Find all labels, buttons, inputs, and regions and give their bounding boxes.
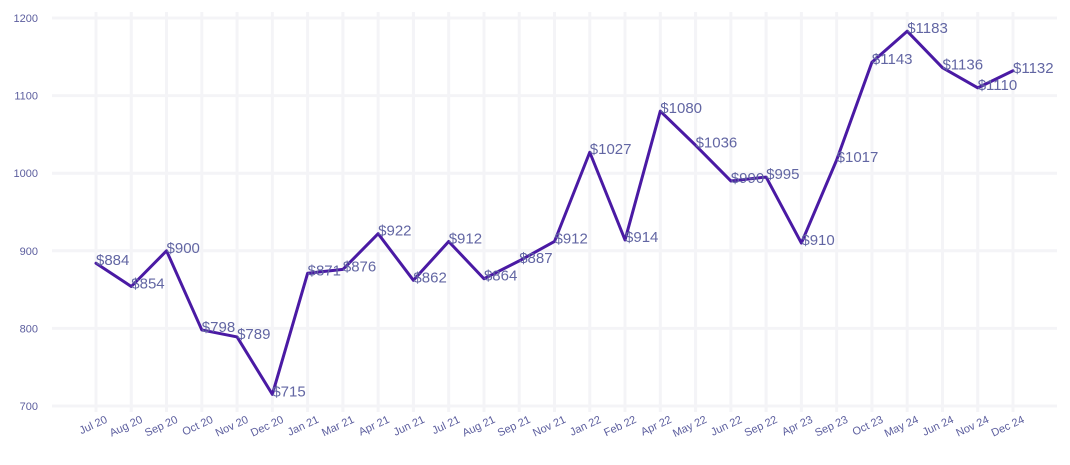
data-label: $798 [202, 319, 235, 336]
data-label: $1132 [1013, 60, 1054, 77]
x-tick-label: May 22 [671, 414, 709, 440]
data-label: $912 [449, 230, 482, 247]
x-tick-label: Nov 20 [214, 414, 251, 440]
data-label: $1136 [942, 57, 983, 74]
data-label: $1027 [590, 141, 632, 158]
x-tick-label: Apr 21 [357, 414, 391, 439]
x-tick-label: Sep 22 [743, 414, 780, 440]
y-axis: 700 800 900 1000 1100 1200 [14, 13, 38, 413]
x-tick-label: Sep 21 [496, 414, 533, 440]
x-tick-label: Dec 20 [249, 414, 286, 440]
data-label: $990 [731, 170, 764, 187]
horizontal-gridlines [52, 16, 1057, 408]
data-label: $1017 [837, 149, 879, 166]
x-tick-label: Jan 21 [286, 414, 321, 439]
x-tick-label: Sep 20 [143, 414, 180, 440]
x-tick-label: Jul 20 [78, 414, 110, 437]
y-tick-label: 900 [20, 246, 38, 258]
x-tick-label: Apr 23 [780, 414, 814, 439]
data-label: $1143 [872, 51, 913, 68]
x-tick-label: Aug 21 [461, 414, 498, 440]
y-tick-label: 800 [20, 323, 38, 335]
y-tick-label: 1100 [14, 91, 38, 103]
data-label: $912 [555, 230, 588, 247]
x-tick-label: Jun 24 [921, 414, 956, 439]
x-tick-label: Nov 24 [954, 414, 991, 440]
x-tick-label: Oct 20 [181, 414, 215, 439]
x-tick-label: Jan 22 [568, 414, 603, 439]
x-tick-label: Dec 24 [990, 414, 1027, 440]
data-label: $900 [167, 240, 200, 257]
data-label: $922 [378, 223, 411, 240]
x-tick-label: Feb 22 [602, 414, 638, 439]
data-label: $871 [308, 262, 341, 279]
data-label: $995 [766, 166, 799, 183]
vertical-gridlines [94, 12, 1015, 412]
x-tick-label: Apr 22 [639, 414, 673, 439]
data-label: $884 [96, 252, 129, 269]
data-label: $864 [484, 268, 517, 285]
x-tick-label: Aug 20 [108, 414, 145, 440]
data-label: $1183 [907, 20, 948, 37]
data-label: $854 [131, 275, 164, 292]
x-tick-label: May 24 [883, 414, 921, 440]
data-label: $1110 [978, 77, 1018, 94]
data-label: $914 [625, 229, 658, 246]
x-tick-label: Jun 22 [709, 414, 744, 439]
data-label: $887 [519, 250, 552, 267]
y-tick-label: 700 [20, 401, 38, 413]
data-label: $715 [272, 383, 305, 400]
y-tick-label: 1200 [14, 13, 38, 25]
data-label: $910 [801, 232, 834, 249]
series-line [94, 29, 1015, 396]
x-tick-label: Oct 23 [851, 414, 885, 439]
x-tick-label: Jun 21 [392, 414, 427, 439]
x-tick-label: Jul 21 [430, 414, 462, 437]
data-label: $789 [237, 326, 270, 343]
data-label: $862 [413, 269, 446, 286]
data-label: $1080 [660, 100, 702, 117]
data-labels: $884$854 $900 $798 $789 $715 $871 $876 $922 $862… [96, 20, 1054, 400]
y-tick-label: 1000 [14, 168, 38, 180]
x-tick-label: Nov 21 [531, 414, 568, 440]
x-tick-label: Sep 23 [813, 414, 850, 440]
data-label: $1036 [696, 134, 738, 151]
data-label: $876 [343, 258, 376, 275]
x-tick-label: Mar 21 [320, 414, 356, 439]
